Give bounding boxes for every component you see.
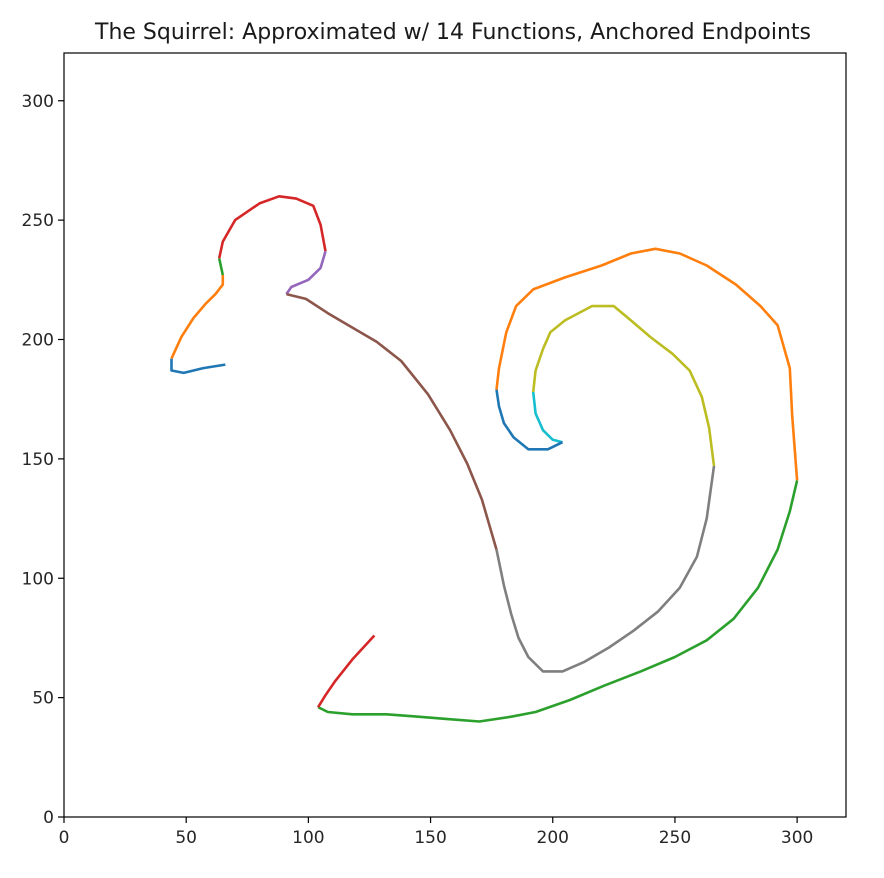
series-line-11	[495, 247, 799, 481]
series-line-6	[286, 292, 498, 550]
series-line-8	[531, 304, 716, 467]
series-line-13	[316, 634, 376, 708]
series-line-3	[217, 258, 225, 276]
chart-title: The Squirrel: Approximated w/ 14 Functio…	[94, 20, 811, 45]
x-tick-label: 100	[292, 828, 324, 848]
series-line-5	[285, 250, 327, 295]
x-tick-label: 250	[659, 828, 691, 848]
x-tick-label: 300	[781, 828, 813, 848]
series-line-7	[495, 465, 716, 673]
x-tick-label: 0	[59, 828, 70, 848]
series-line-9	[531, 391, 563, 444]
y-tick-label: 0	[43, 808, 54, 828]
y-tick-label: 100	[22, 569, 54, 589]
x-tick-label: 200	[537, 828, 569, 848]
plot-frame	[63, 52, 847, 818]
x-tick-label: 50	[175, 828, 197, 848]
series-line-1	[170, 358, 226, 375]
series-line-12	[317, 480, 799, 723]
x-axis: 0 50 100 150 200 250 300	[59, 817, 813, 848]
y-tick-label: 150	[22, 450, 54, 470]
series-layer	[170, 195, 799, 723]
y-tick-label: 300	[22, 92, 54, 112]
x-tick-label: 150	[414, 828, 446, 848]
y-axis: 0 50 100 150 200 250 300	[22, 92, 64, 828]
series-line-2	[170, 275, 225, 360]
y-tick-label: 50	[32, 689, 54, 709]
y-tick-label: 250	[22, 211, 54, 231]
series-line-10	[495, 389, 564, 451]
series-line-4	[217, 195, 327, 259]
y-tick-label: 200	[22, 331, 54, 351]
